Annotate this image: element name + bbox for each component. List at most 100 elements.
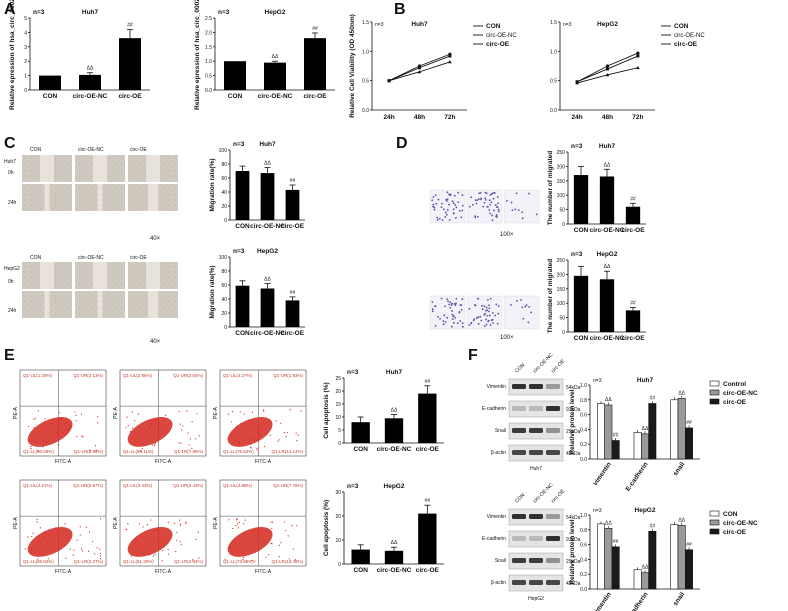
event-dot xyxy=(297,434,299,436)
event-dot xyxy=(97,416,99,418)
event-dot xyxy=(188,444,190,446)
scratch-col-label-oe-2: circ-OE xyxy=(130,255,147,261)
event-dot xyxy=(264,445,266,448)
n-label: n=3 xyxy=(375,22,384,28)
event-dot xyxy=(195,438,197,440)
event-dot xyxy=(47,558,50,560)
cell-dot xyxy=(452,314,455,317)
wound-gap xyxy=(148,184,158,211)
event-dot xyxy=(230,546,232,548)
event-dot xyxy=(81,435,83,437)
bar-CON xyxy=(235,285,250,327)
cell-dot xyxy=(471,203,474,206)
band xyxy=(512,428,526,433)
event-dot xyxy=(75,420,77,422)
x-tick-label: 24h xyxy=(383,114,394,121)
cell-dot xyxy=(491,318,494,321)
wound-gap xyxy=(40,155,54,182)
cell-dot xyxy=(434,305,436,308)
bar-circ-OE-E-cadherin xyxy=(648,530,657,590)
bar-circ-OE-NC xyxy=(264,62,286,90)
event-dot xyxy=(99,555,102,557)
y-tick-label: 0.0 xyxy=(580,587,587,593)
x-tick-label: circ-OE-NC xyxy=(590,335,625,342)
data-point xyxy=(605,64,610,68)
event-dot xyxy=(248,547,250,549)
band xyxy=(529,514,543,519)
cell-dot xyxy=(477,297,480,300)
cell-dot xyxy=(457,201,460,204)
event-dot xyxy=(269,434,271,436)
significance-mark: ΔΔ xyxy=(642,426,649,432)
bar-CON-E-cadherin xyxy=(633,569,642,590)
event-dot xyxy=(157,430,159,432)
bar-CON xyxy=(224,61,246,90)
event-dot xyxy=(295,432,297,434)
x-tick-label: circ-OE-NC xyxy=(73,93,108,100)
bar-chart-d-hepg2: 0 50 100 150 200 250 CON ΔΔ circ-OE-NC ## circ-OE H… xyxy=(547,251,646,342)
legend-swatch xyxy=(709,519,720,526)
event-dot xyxy=(80,548,83,550)
cell-dot xyxy=(511,209,514,212)
flow-cytometry-plots: Q1-UL(1.29%) Q1-UR(2.13%) Q1-LL(90.59%) Q1-… xyxy=(13,369,307,575)
event-dot xyxy=(129,431,131,433)
y-tick-label: 3 xyxy=(24,45,27,51)
y-tick-label: 1.5 xyxy=(362,20,369,26)
event-dot xyxy=(181,449,184,452)
bar-circ-OE-NC xyxy=(384,418,404,443)
event-dot xyxy=(87,550,90,552)
bar-circ-OE-NC-E-cadherin xyxy=(641,572,649,590)
y-tick-label: 1.0 xyxy=(580,383,587,389)
cell-dot xyxy=(446,298,449,301)
cell-dot xyxy=(485,323,488,326)
data-point xyxy=(417,70,422,74)
quadrant-ll: Q1-LL(89.84%) xyxy=(23,559,54,564)
cell-dot xyxy=(488,208,491,211)
significance-mark: ## xyxy=(425,498,431,504)
event-dot xyxy=(263,409,265,411)
flow-x-axis-label: FITC-A xyxy=(255,569,272,575)
event-dot xyxy=(191,421,193,423)
event-dot xyxy=(189,438,192,440)
event-dot xyxy=(65,557,67,559)
band xyxy=(512,580,526,585)
event-dot xyxy=(278,556,280,558)
scratch-row-0h-2: 0h xyxy=(8,279,14,285)
event-dot xyxy=(96,547,98,549)
bar-chart-e-hepg2: 0 10 20 30 CON ΔΔ circ-OE-NC ## circ-OE HepG2 n=3 C… xyxy=(323,483,444,574)
data-point xyxy=(418,66,421,70)
protein-label: β-actin xyxy=(491,450,506,456)
event-dot xyxy=(237,523,239,525)
event-dot xyxy=(243,413,245,415)
n-label: n=3 xyxy=(571,251,583,258)
event-dot xyxy=(149,425,151,428)
kda-label: 42kDa xyxy=(566,451,581,457)
cell-dot xyxy=(494,204,497,206)
chart-title: Huh7 xyxy=(411,21,428,28)
cell-dot xyxy=(451,200,454,203)
legend-swatch xyxy=(709,389,720,396)
n-label: n=3 xyxy=(218,9,230,16)
cell-dot xyxy=(446,209,449,211)
cell-dot xyxy=(506,200,508,202)
lane-label: circ-OE xyxy=(550,488,566,504)
wound-gap xyxy=(97,184,103,211)
bar-circ-OE-E-cadherin xyxy=(648,403,657,460)
cell-dot xyxy=(444,305,447,308)
bar-circ-OE-NC-snail xyxy=(677,398,686,460)
event-dot xyxy=(31,535,33,538)
event-dot xyxy=(75,414,77,417)
n-label: n=3 xyxy=(571,143,583,150)
event-dot xyxy=(285,529,287,532)
event-dot xyxy=(182,425,184,427)
cell-dot xyxy=(470,322,473,325)
event-dot xyxy=(265,530,267,532)
x-tick-label: circ-OE xyxy=(303,93,327,100)
scratch-row-24h: 24h xyxy=(8,200,17,206)
y-tick-label: 40 xyxy=(221,297,227,303)
bar-circ-OE-snail xyxy=(685,549,693,590)
data-point xyxy=(448,60,452,64)
event-dot xyxy=(291,524,293,527)
wound-gap xyxy=(148,291,158,318)
significance-mark: ## xyxy=(290,178,296,184)
